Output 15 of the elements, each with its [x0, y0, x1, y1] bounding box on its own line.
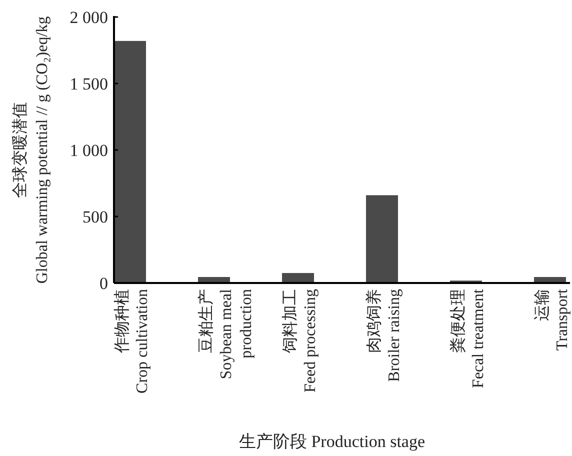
y-axis-title: 全球变暖潜值 Global warming potential // g (CO₂)eq/kg — [10, 16, 50, 284]
x-axis-title: 生产阶段 Production stage — [238, 432, 426, 451]
x-tick-label: 运输 Transport — [532, 288, 570, 351]
bar — [114, 40, 146, 283]
y-tick-label: 0 — [100, 274, 108, 293]
bar — [282, 273, 314, 283]
bar — [366, 195, 398, 283]
x-tick-label: 肉鸡饲养 Broiler raising — [364, 289, 402, 382]
y-tick-label: 2 000 — [70, 8, 108, 27]
x-tick-label: 粪便处理 Fecal treatment — [448, 288, 486, 388]
y-tick-label: 500 — [82, 208, 108, 226]
y-tick-label: 1 500 — [70, 74, 108, 94]
x-tick-label: 豆粕生产 Soybean meal production — [196, 288, 254, 380]
x-tick-label: 作物种植 Crop cultivation — [112, 289, 150, 394]
y-tick-label: 1 000 — [70, 141, 108, 160]
